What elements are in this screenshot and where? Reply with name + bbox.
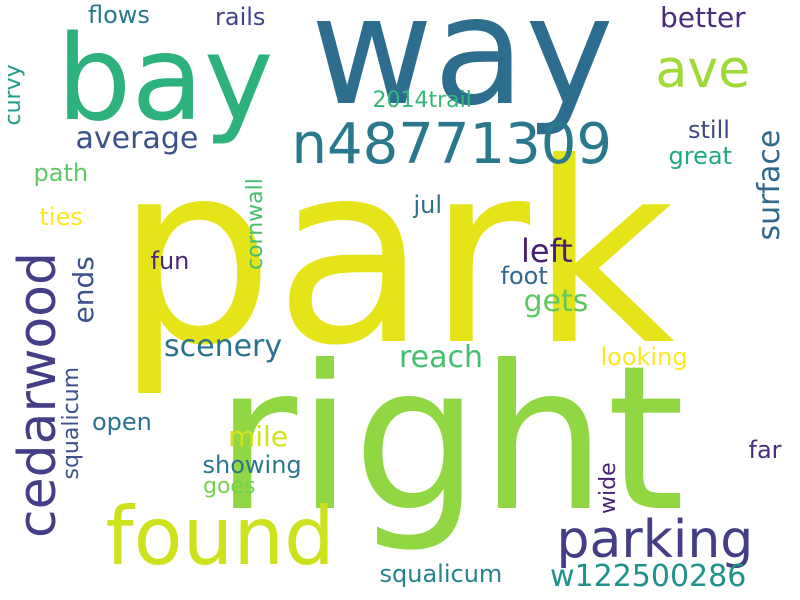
word-surface: surface bbox=[752, 129, 787, 241]
word-better: better bbox=[660, 1, 746, 34]
word-w122500286: w122500286 bbox=[550, 559, 747, 594]
word-great: great bbox=[668, 142, 732, 170]
word-far: far bbox=[748, 436, 782, 464]
word-reach: reach bbox=[399, 340, 484, 375]
word-average: average bbox=[75, 121, 199, 156]
word-foot: foot bbox=[500, 262, 548, 290]
word-way: way bbox=[310, 0, 614, 139]
word-scenery: scenery bbox=[164, 329, 283, 364]
word-ends: ends bbox=[67, 256, 100, 324]
word-path: path bbox=[33, 159, 89, 187]
word-curvy: curvy bbox=[1, 64, 26, 126]
word-bay: bay bbox=[56, 9, 274, 147]
word-2014trail: 2014trail bbox=[372, 88, 472, 113]
word-squalicum_bottom: squalicum bbox=[379, 560, 503, 588]
word-gets: gets bbox=[523, 284, 589, 319]
word-rails: rails bbox=[215, 3, 266, 31]
word-wide: wide bbox=[596, 462, 621, 514]
word-fun: fun bbox=[150, 247, 190, 275]
word-park: park bbox=[115, 109, 675, 400]
word-showing: showing bbox=[202, 451, 302, 479]
word-parking: parking bbox=[556, 510, 754, 570]
word-looking: looking bbox=[600, 343, 688, 371]
word-jul: jul bbox=[413, 191, 443, 219]
word-found: found bbox=[105, 490, 335, 583]
word-left: left bbox=[521, 232, 573, 270]
word-flows: flows bbox=[88, 1, 150, 29]
word-still: still bbox=[688, 116, 730, 144]
word-ave: ave bbox=[655, 40, 751, 100]
word-cornwall: cornwall bbox=[243, 178, 268, 270]
word-cedarwood: cedarwood bbox=[8, 252, 68, 538]
word-mile: mile bbox=[228, 420, 289, 453]
word-right: right bbox=[215, 323, 685, 556]
word-n48771309: n48771309 bbox=[291, 112, 613, 177]
word-ties: ties bbox=[39, 203, 83, 231]
word-open: open bbox=[92, 408, 152, 436]
word-squalicum_vertical: squalicum bbox=[59, 366, 84, 480]
word-goes: goes bbox=[203, 474, 256, 499]
